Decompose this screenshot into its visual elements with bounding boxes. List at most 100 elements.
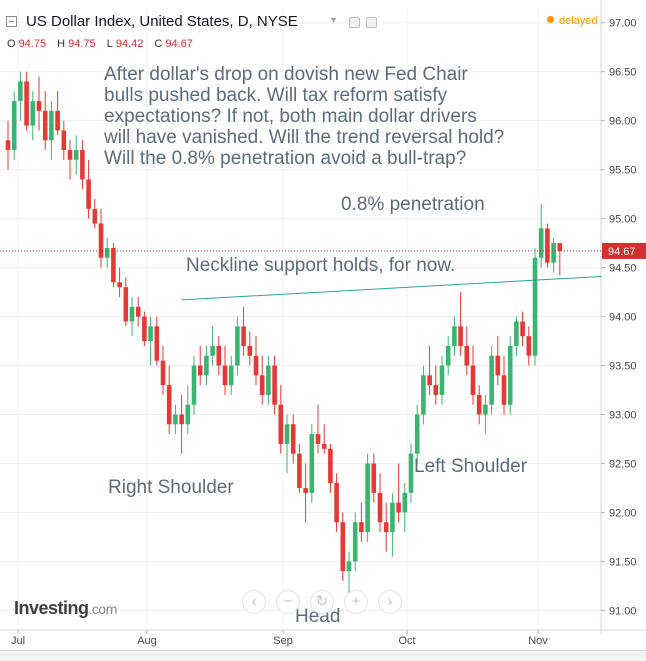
candle-body [111,247,116,283]
close-label: C [154,38,163,50]
candle-body [80,150,85,180]
logo-text: Investing [14,598,89,618]
price-tick-label: 96.50 [609,67,637,79]
candle-body [489,355,494,405]
candle-body [309,434,315,493]
candle-body [334,483,339,523]
price-tick-label: 95.50 [609,165,637,177]
price-tick-label: 97.00 [609,18,637,30]
candle-body [5,140,11,151]
neckline-trendline [181,275,602,301]
neckline-note: Neckline support holds, for now. [186,255,456,276]
candle-body [557,243,563,251]
candle-body [520,321,525,337]
bottom-toolbar [0,650,646,661]
chevron-down-icon[interactable]: ▾ [331,15,337,26]
candle-body [340,522,346,572]
candle-body [179,414,184,425]
low-value: 94.42 [115,38,144,50]
candle-body [98,223,104,258]
price-tick-label: 93.50 [609,361,637,373]
zoom-in-button[interactable]: + [344,590,368,614]
delayed-badge: delayed [547,15,598,27]
candle-body [191,365,197,405]
investing-logo: Investing.com [14,598,117,619]
candle-body [464,345,470,366]
chart-title: US Dollar Index, United States, D, NYSE [26,13,298,30]
low-label: L [106,38,113,50]
candle-body [148,326,153,342]
time-tick-label: Jul [11,635,25,647]
candle-body [24,81,29,126]
time-tick-label: Sep [273,635,293,647]
left-shoulder-label: Left Shoulder [414,456,528,477]
price-tick-label: 93.00 [609,410,637,422]
candle-body [284,424,290,444]
close-value: 94.67 [165,38,193,50]
open-label: O [7,38,16,50]
logo-suffix: .com [88,601,118,617]
candle-body [247,345,253,356]
candle-body [321,443,327,449]
candle-body [538,228,544,258]
candle-body [526,336,532,356]
candle-body [458,326,463,346]
candle-body [551,243,556,263]
candle-body [30,101,36,126]
reset-button[interactable]: ↻ [310,590,334,614]
high-label: H [57,38,66,50]
price-tick-label: 91.50 [609,556,637,568]
price-tick-label: 91.00 [609,605,637,617]
price-tick-label: 95.00 [609,214,637,226]
candle-body [222,365,228,386]
candle-body [352,522,358,562]
candle-body [228,365,234,386]
candle-body [439,365,445,395]
time-tick-label: Aug [137,635,157,647]
candle-body [55,110,60,131]
time-tick-label: Oct [398,635,415,647]
candle-body [501,375,507,405]
candle-body [290,424,296,454]
candle-body [259,375,265,395]
settings-icon[interactable] [366,17,377,28]
candle-body [135,306,141,317]
candle-body [154,326,160,361]
zoom-out-button[interactable]: − [276,590,300,614]
candle-body [235,326,240,366]
candle-body [346,561,352,572]
last-price-badge [602,242,646,259]
candle-body [371,463,377,493]
main-note: After dollar's drop on dovish new Fed Ch… [104,64,504,169]
candle-body [104,247,110,258]
candle-body [266,365,271,395]
scroll-right-button[interactable]: › [378,590,402,614]
candle-body [86,179,91,209]
candle-body [452,326,457,346]
scroll-left-button[interactable]: ‹ [242,590,266,614]
candle-body [470,365,476,395]
candle-body [173,414,178,425]
candle-body [445,345,451,366]
candle-body [160,360,166,386]
main-note-line: bulls pushed back. Will tax reform satis… [104,85,448,106]
overlays: 94.67 [0,242,646,301]
candle-body [408,453,414,493]
price-axis: 97.00 96.50 96.00 95.50 95.00 94.50 94.00 93.50… [600,0,637,634]
candle-body [61,130,67,151]
candle-body [185,404,191,425]
collapse-icon[interactable] [6,16,17,27]
candle-body [532,257,538,356]
price-tick-label: 92.00 [609,507,637,519]
price-tick-label: 96.00 [609,116,637,128]
price-tick-label: 94.50 [609,263,637,275]
candle-body [11,101,17,151]
candle-body [396,502,401,513]
candle-body [197,365,203,376]
candle-body [495,355,501,376]
time-axis: Jul Aug Sep Oct Nov [0,629,646,647]
candle-body [42,110,48,141]
eye-icon[interactable] [349,17,360,28]
candle-body [476,394,482,415]
